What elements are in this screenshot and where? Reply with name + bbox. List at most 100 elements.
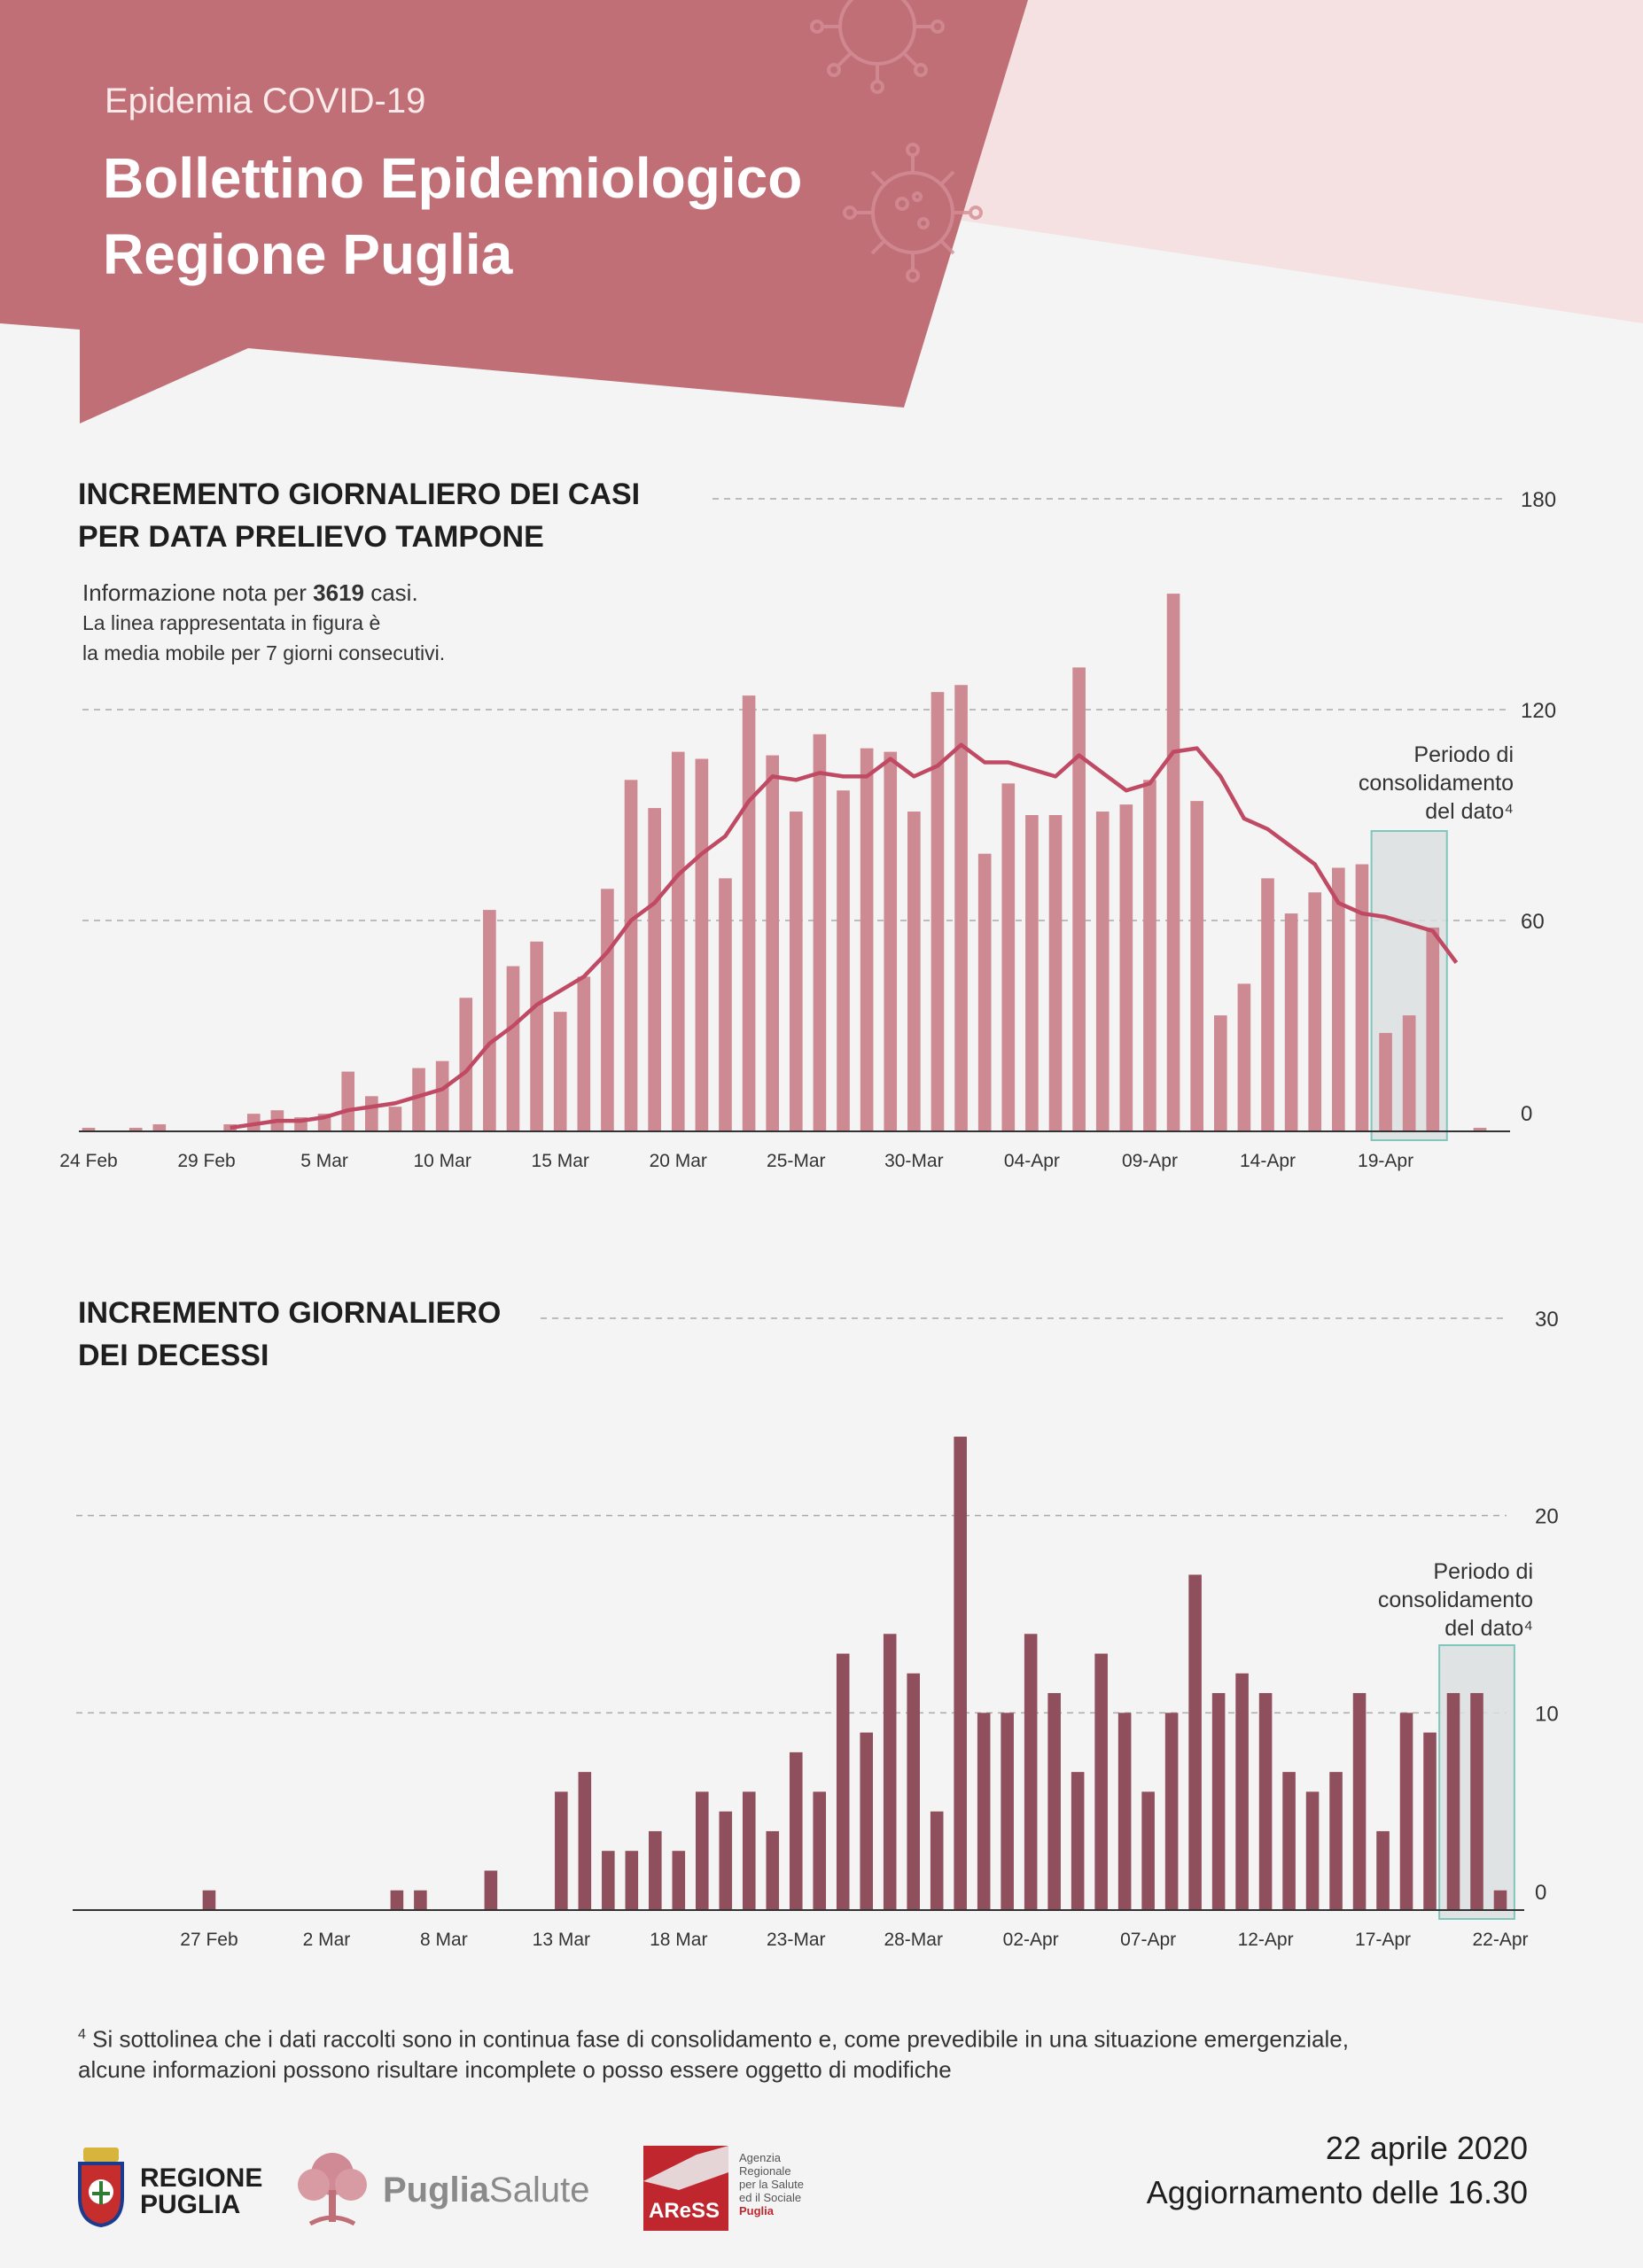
bar xyxy=(82,1128,96,1131)
page-title-line2: Regione Puglia xyxy=(103,222,513,286)
salute-word: Salute xyxy=(489,2171,590,2210)
bar xyxy=(624,780,638,1131)
consolidation-annotation: consolidamento xyxy=(1359,771,1514,796)
x-tick-label: 29 Feb xyxy=(177,1151,235,1171)
bar xyxy=(388,1107,402,1131)
bar xyxy=(1047,1693,1061,1910)
header-subtitle: Epidemia COVID-19 xyxy=(105,82,426,120)
bar xyxy=(836,1653,850,1910)
bar xyxy=(1001,1713,1014,1910)
bar xyxy=(1141,1791,1155,1910)
x-tick-label: 25-Mar xyxy=(767,1151,826,1171)
bar xyxy=(837,790,850,1131)
bar xyxy=(1211,1693,1226,1910)
cases-info-line1: Informazione nota per 3619 casi. xyxy=(82,578,445,608)
aress-line: Agenzia xyxy=(739,2151,781,2164)
x-tick-label: 24 Feb xyxy=(59,1151,117,1171)
bar xyxy=(931,692,945,1131)
bar xyxy=(1261,878,1274,1131)
x-tick-label: 12-Apr xyxy=(1238,1930,1294,1950)
bar xyxy=(766,755,780,1131)
x-tick-label: 13 Mar xyxy=(533,1930,590,1950)
bar xyxy=(671,751,685,1131)
bar xyxy=(813,734,827,1131)
bar xyxy=(883,1634,897,1910)
footnote-marker: 4 xyxy=(78,2027,86,2042)
aress-line: Puglia xyxy=(739,2204,775,2218)
bar xyxy=(1072,667,1086,1131)
bar xyxy=(977,853,992,1131)
update-time: Aggiornamento delle 16.30 xyxy=(1146,2174,1528,2210)
bar xyxy=(1426,927,1440,1131)
cases-chart: 0 60 120 180 24 Feb 29 Feb 5 Mar 10 Mar 15 Mar 20… xyxy=(59,488,1556,1171)
bar xyxy=(1025,815,1039,1131)
bar xyxy=(1048,815,1063,1131)
bar xyxy=(1446,1693,1460,1910)
bar xyxy=(1493,1890,1507,1910)
x-tick-label: 5 Mar xyxy=(300,1151,348,1171)
bar xyxy=(954,685,968,1131)
page-title-line1: Bollettino Epidemiologico xyxy=(103,146,803,210)
bar xyxy=(719,1811,733,1910)
report-date-block: 22 aprile 2020 Aggiornamento delle 16.30 xyxy=(1081,2126,1528,2215)
y-tick-label: 0 xyxy=(1535,1881,1546,1905)
cases-title-line2: PER DATA PRELIEVO TAMPONE xyxy=(78,520,544,554)
bar xyxy=(1024,1634,1038,1910)
footnote: 4 Si sottolinea che i dati raccolti sono… xyxy=(78,2020,1585,2085)
bar xyxy=(1332,867,1345,1131)
regione-puglia-logo-text: REGIONE PUGLIA xyxy=(140,2165,262,2218)
x-tick-label: 18 Mar xyxy=(650,1930,707,1950)
bar xyxy=(390,1890,404,1910)
x-tick-label: 04-Apr xyxy=(1004,1151,1060,1171)
aress-mark: AReSS xyxy=(649,2199,720,2223)
x-tick-label: 22-Apr xyxy=(1472,1930,1528,1950)
bar xyxy=(1352,1693,1367,1910)
bar xyxy=(719,878,732,1131)
bar xyxy=(483,910,496,1131)
x-tick-label: 2 Mar xyxy=(303,1930,351,1950)
consolidation-annotation: del dato⁴ xyxy=(1425,799,1514,824)
bar xyxy=(459,998,473,1131)
bar xyxy=(1258,1693,1273,1910)
bar xyxy=(1213,1015,1227,1131)
x-tick-label: 07-Apr xyxy=(1120,1930,1176,1950)
bar xyxy=(766,1830,780,1910)
moving-average-line xyxy=(230,742,1459,1130)
bar xyxy=(977,1713,991,1910)
bar xyxy=(1001,783,1016,1131)
bar xyxy=(1305,1791,1320,1910)
puglia-salute-logo-text: PugliaSalute xyxy=(383,2171,589,2210)
bar xyxy=(742,695,756,1131)
puglia-salute-tree-icon xyxy=(298,2153,367,2226)
bar xyxy=(1188,1574,1202,1910)
cases-info-line2: La linea rappresentata in figura è xyxy=(82,611,381,634)
bar xyxy=(1143,780,1156,1131)
bar xyxy=(530,941,543,1131)
bar xyxy=(1402,1015,1416,1131)
bar xyxy=(1376,1830,1390,1910)
bar xyxy=(202,1890,216,1910)
bar xyxy=(954,1436,967,1910)
bar xyxy=(412,1068,425,1131)
bar xyxy=(1119,804,1133,1131)
x-tick-label: 23-Mar xyxy=(767,1930,826,1950)
bar xyxy=(860,748,874,1131)
virus-icon xyxy=(843,143,983,283)
report-date: 22 aprile 2020 xyxy=(1325,2130,1528,2166)
bar xyxy=(1473,1128,1487,1131)
bar xyxy=(555,1791,568,1910)
deaths-section-title: INCREMENTO GIORNALIERO DEI DECESSI xyxy=(78,1292,501,1377)
bar xyxy=(506,966,520,1131)
bar xyxy=(907,812,921,1131)
bar xyxy=(789,1751,803,1910)
bar xyxy=(1190,801,1203,1131)
consolidation-annotation: del dato⁴ xyxy=(1444,1616,1533,1641)
x-tick-label: 19-Apr xyxy=(1358,1151,1413,1171)
bar xyxy=(1071,1772,1085,1910)
regione-puglia-crest-icon xyxy=(78,2148,124,2227)
cases-info-note: Informazione nota per 3619 casi. La line… xyxy=(82,578,445,668)
bar xyxy=(1237,983,1251,1131)
x-tick-label: 17-Apr xyxy=(1355,1930,1411,1950)
aress-line: Regionale xyxy=(739,2164,791,2178)
